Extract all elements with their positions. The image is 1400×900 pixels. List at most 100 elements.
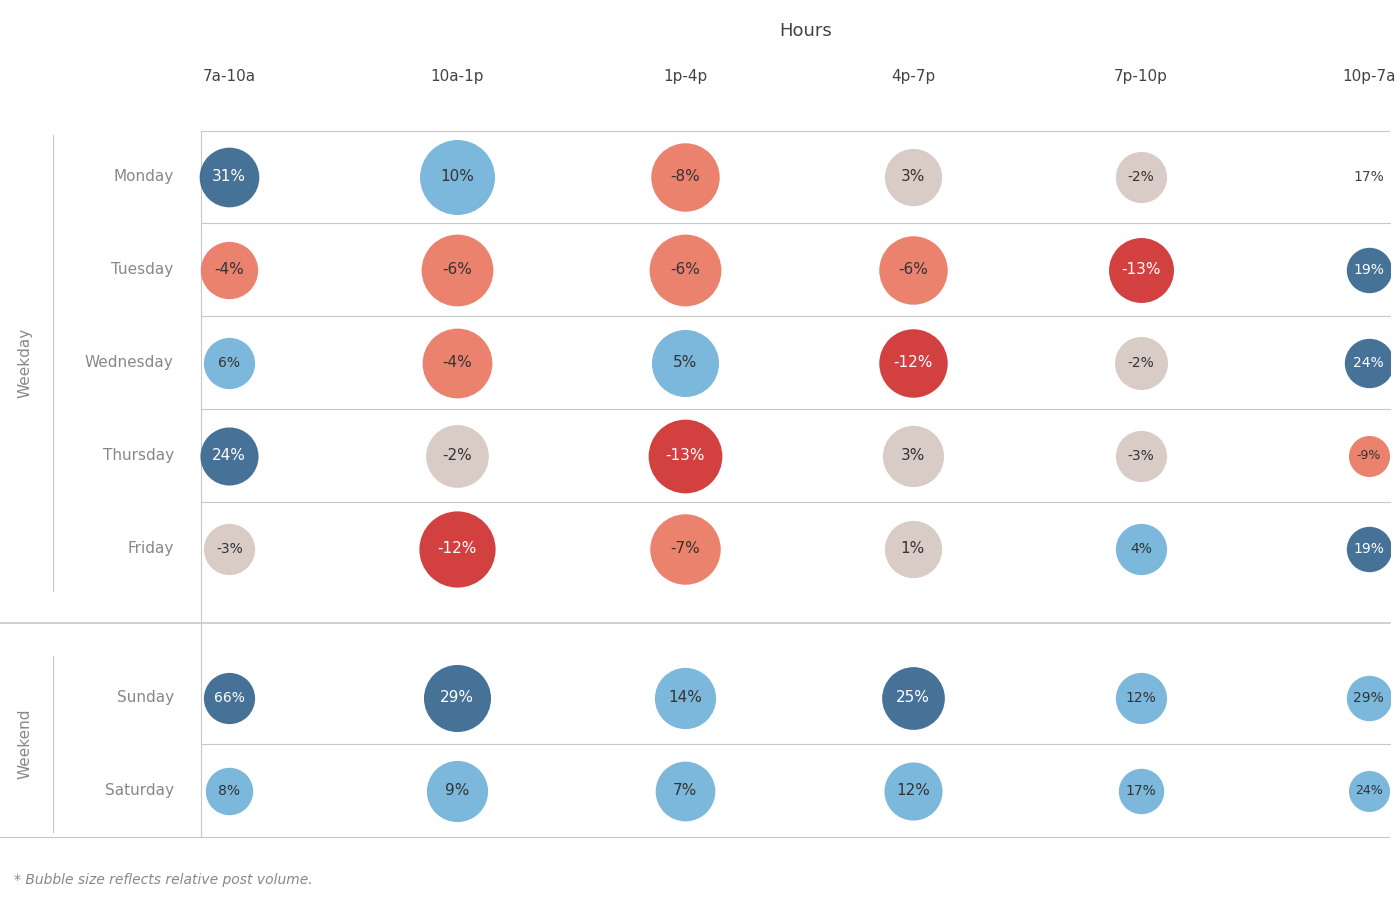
Text: -8%: -8% — [671, 169, 700, 184]
Text: -2%: -2% — [1127, 170, 1154, 184]
Text: 7%: 7% — [673, 783, 697, 798]
Text: Wednesday: Wednesday — [85, 356, 174, 371]
Point — [447, 263, 469, 277]
Text: 19%: 19% — [1354, 263, 1385, 277]
Text: Saturday: Saturday — [105, 783, 174, 798]
Text: -2%: -2% — [442, 448, 472, 464]
Text: -3%: -3% — [1127, 449, 1154, 463]
Text: -6%: -6% — [671, 263, 700, 277]
Point — [673, 690, 696, 705]
Point — [1130, 542, 1152, 556]
Text: -9%: -9% — [1357, 449, 1380, 463]
Point — [447, 356, 469, 370]
Text: Weekday: Weekday — [18, 328, 32, 398]
Point — [1130, 356, 1152, 370]
Text: 29%: 29% — [440, 690, 475, 705]
Text: 24%: 24% — [1355, 784, 1383, 797]
Text: 17%: 17% — [1126, 784, 1156, 797]
Text: 66%: 66% — [214, 690, 245, 705]
Point — [673, 356, 696, 370]
Text: 9%: 9% — [445, 783, 469, 798]
Text: 31%: 31% — [213, 169, 246, 184]
Text: 4p-7p: 4p-7p — [890, 69, 935, 84]
Text: 29%: 29% — [1354, 690, 1385, 705]
Text: 10%: 10% — [440, 169, 475, 184]
Point — [447, 449, 469, 464]
Point — [1130, 263, 1152, 277]
Text: -12%: -12% — [893, 356, 932, 371]
Text: 3%: 3% — [900, 448, 925, 464]
Text: 3%: 3% — [900, 169, 925, 184]
Text: 19%: 19% — [1354, 542, 1385, 556]
Text: -3%: -3% — [216, 542, 242, 556]
Point — [902, 170, 924, 184]
Point — [1358, 449, 1380, 464]
Text: 17%: 17% — [1354, 170, 1385, 184]
Point — [447, 170, 469, 184]
Point — [902, 449, 924, 464]
Text: -13%: -13% — [1121, 263, 1161, 277]
Text: 12%: 12% — [896, 783, 930, 798]
Point — [902, 356, 924, 370]
Text: -4%: -4% — [214, 263, 244, 277]
Point — [673, 263, 696, 277]
Point — [218, 783, 241, 797]
Point — [1130, 690, 1152, 705]
Point — [447, 690, 469, 705]
Text: Weekend: Weekend — [18, 709, 32, 779]
Point — [673, 783, 696, 797]
Point — [218, 542, 241, 556]
Text: 10p-7a: 10p-7a — [1343, 69, 1396, 84]
Point — [1358, 690, 1380, 705]
Point — [673, 449, 696, 464]
Text: 7a-10a: 7a-10a — [203, 69, 256, 84]
Text: -13%: -13% — [665, 448, 704, 464]
Text: 12%: 12% — [1126, 690, 1156, 705]
Text: -6%: -6% — [442, 263, 472, 277]
Point — [447, 783, 469, 797]
Text: 14%: 14% — [668, 690, 701, 705]
Text: -2%: -2% — [1127, 356, 1154, 370]
Text: Friday: Friday — [127, 541, 174, 556]
Point — [1358, 783, 1380, 797]
Text: 8%: 8% — [218, 784, 241, 797]
Text: * Bubble size reflects relative post volume.: * Bubble size reflects relative post vol… — [14, 873, 312, 887]
Point — [1130, 449, 1152, 464]
Text: Hours: Hours — [780, 22, 832, 40]
Text: 25%: 25% — [896, 690, 930, 705]
Text: 1p-4p: 1p-4p — [664, 69, 707, 84]
Point — [902, 783, 924, 797]
Point — [218, 263, 241, 277]
Text: -7%: -7% — [671, 541, 700, 556]
Text: 1%: 1% — [900, 541, 925, 556]
Text: -4%: -4% — [442, 356, 472, 371]
Text: -12%: -12% — [437, 541, 477, 556]
Text: 7p-10p: 7p-10p — [1114, 69, 1168, 84]
Text: -6%: -6% — [897, 263, 928, 277]
Point — [1130, 170, 1152, 184]
Point — [902, 542, 924, 556]
Point — [218, 170, 241, 184]
Point — [1358, 263, 1380, 277]
Text: Tuesday: Tuesday — [112, 263, 174, 277]
Text: 6%: 6% — [218, 356, 241, 370]
Text: 4%: 4% — [1130, 542, 1152, 556]
Point — [902, 690, 924, 705]
Point — [218, 356, 241, 370]
Point — [1358, 542, 1380, 556]
Text: 10a-1p: 10a-1p — [430, 69, 484, 84]
Text: 24%: 24% — [1354, 356, 1385, 370]
Point — [1130, 783, 1152, 797]
Point — [673, 542, 696, 556]
Point — [218, 690, 241, 705]
Point — [673, 170, 696, 184]
Text: 5%: 5% — [673, 356, 697, 371]
Text: Monday: Monday — [113, 169, 174, 184]
Point — [1358, 356, 1380, 370]
Point — [447, 542, 469, 556]
Point — [218, 449, 241, 464]
Text: 24%: 24% — [213, 448, 246, 464]
Text: Sunday: Sunday — [116, 690, 174, 705]
Text: Thursday: Thursday — [102, 448, 174, 464]
Point — [902, 263, 924, 277]
